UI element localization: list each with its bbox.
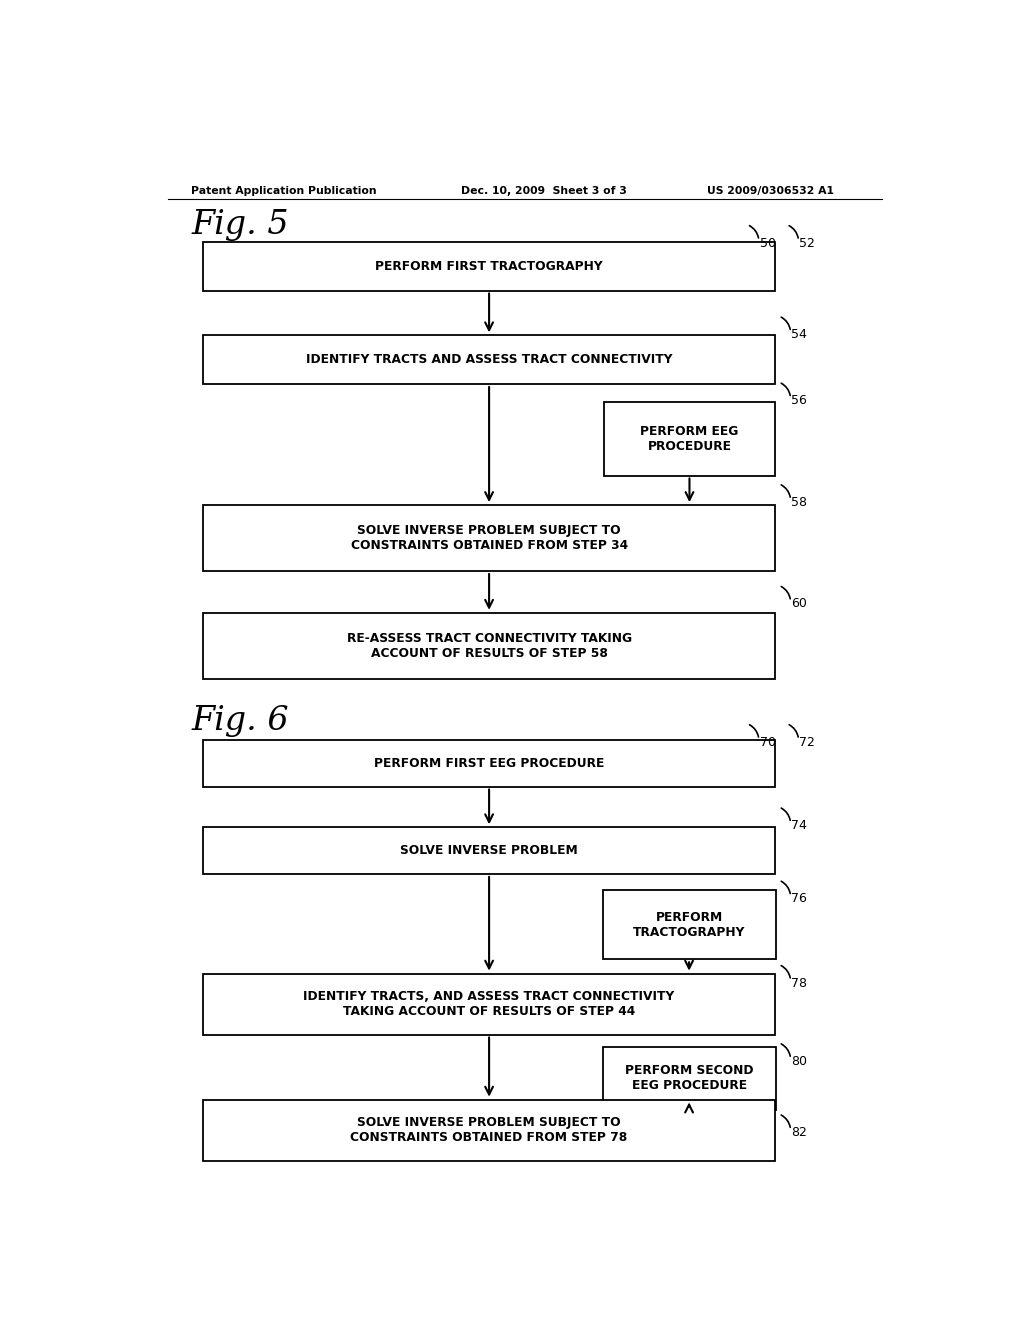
Text: PERFORM EEG
PROCEDURE: PERFORM EEG PROCEDURE (640, 425, 738, 453)
Text: 70: 70 (760, 735, 776, 748)
Text: Dec. 10, 2009  Sheet 3 of 3: Dec. 10, 2009 Sheet 3 of 3 (461, 186, 627, 195)
Text: 56: 56 (792, 395, 807, 407)
Text: 52: 52 (800, 236, 815, 249)
Text: 60: 60 (792, 598, 807, 610)
Text: US 2009/0306532 A1: US 2009/0306532 A1 (708, 186, 835, 195)
Text: Fig. 6: Fig. 6 (191, 705, 289, 738)
Text: SOLVE INVERSE PROBLEM: SOLVE INVERSE PROBLEM (400, 843, 578, 857)
Bar (204, 242, 775, 290)
Bar (204, 506, 775, 572)
Text: PERFORM
TRACTOGRAPHY: PERFORM TRACTOGRAPHY (633, 911, 745, 939)
Bar (602, 890, 775, 960)
Text: SOLVE INVERSE PROBLEM SUBJECT TO
CONSTRAINTS OBTAINED FROM STEP 78: SOLVE INVERSE PROBLEM SUBJECT TO CONSTRA… (350, 1117, 628, 1144)
Bar (204, 335, 775, 384)
Text: 58: 58 (792, 496, 808, 508)
Bar (204, 1100, 775, 1160)
Text: 74: 74 (792, 818, 807, 832)
Text: IDENTIFY TRACTS AND ASSESS TRACT CONNECTIVITY: IDENTIFY TRACTS AND ASSESS TRACT CONNECT… (306, 354, 673, 366)
Text: 80: 80 (792, 1055, 808, 1068)
Text: 50: 50 (760, 236, 776, 249)
Bar (204, 612, 775, 678)
Text: 76: 76 (792, 892, 807, 906)
Bar (604, 403, 775, 475)
Bar (204, 739, 775, 787)
Bar (204, 974, 775, 1035)
Text: PERFORM FIRST EEG PROCEDURE: PERFORM FIRST EEG PROCEDURE (374, 756, 604, 770)
Text: IDENTIFY TRACTS, AND ASSESS TRACT CONNECTIVITY
TAKING ACCOUNT OF RESULTS OF STEP: IDENTIFY TRACTS, AND ASSESS TRACT CONNEC… (303, 990, 675, 1018)
Text: PERFORM SECOND
EEG PROCEDURE: PERFORM SECOND EEG PROCEDURE (625, 1064, 754, 1092)
Bar (204, 828, 775, 874)
Text: RE-ASSESS TRACT CONNECTIVITY TAKING
ACCOUNT OF RESULTS OF STEP 58: RE-ASSESS TRACT CONNECTIVITY TAKING ACCO… (346, 632, 632, 660)
Text: 72: 72 (800, 735, 815, 748)
Text: 54: 54 (792, 329, 807, 341)
Text: Fig. 5: Fig. 5 (191, 210, 289, 242)
Text: SOLVE INVERSE PROBLEM SUBJECT TO
CONSTRAINTS OBTAINED FROM STEP 34: SOLVE INVERSE PROBLEM SUBJECT TO CONSTRA… (350, 524, 628, 552)
Text: PERFORM FIRST TRACTOGRAPHY: PERFORM FIRST TRACTOGRAPHY (375, 260, 603, 273)
Text: 82: 82 (792, 1126, 807, 1139)
Text: Patent Application Publication: Patent Application Publication (191, 186, 377, 195)
Bar (602, 1047, 775, 1110)
Text: 78: 78 (792, 977, 808, 990)
